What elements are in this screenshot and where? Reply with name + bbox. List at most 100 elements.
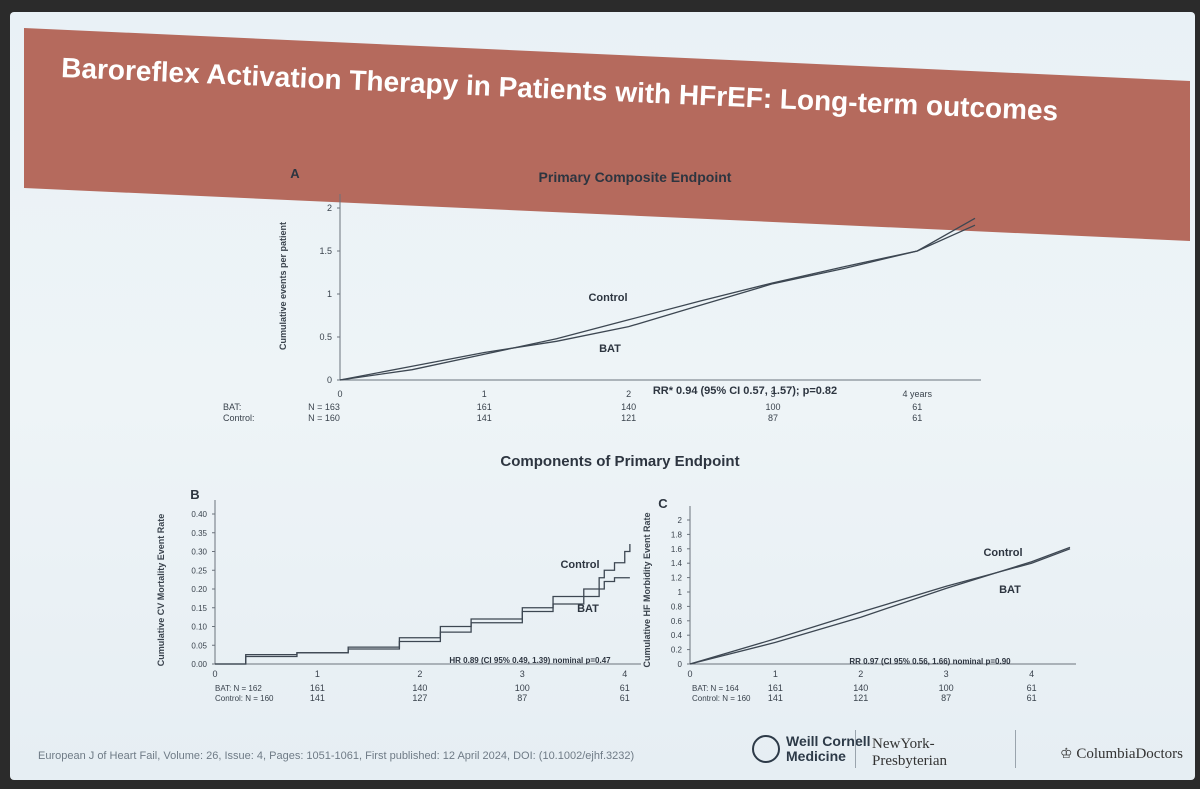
nyp-line2: Presbyterian [872,753,947,769]
risk-table-value: 140 [412,683,427,693]
panel-letter: C [658,496,668,511]
risk-table-value: 127 [412,693,427,703]
risk-table-value: 141 [477,413,492,423]
wcm-seal-icon [752,735,780,763]
charts-canvas: A Primary Composite Endpoint Cumulative ev… [156,166,1076,703]
wcm-name-line1: Weill Cornell [786,733,871,749]
x-tick-label: 0 [687,669,692,679]
x-tick-label: 4 years [903,389,933,399]
y-tick-label: 0.40 [191,510,207,519]
series-line-bat [689,546,1071,665]
risk-table-label: Control: N = 160 [692,694,751,703]
risk-table-value: 100 [939,683,954,693]
components-heading: Components of Primary Endpoint [500,453,739,470]
x-tick-label: 0 [212,669,217,679]
risk-table-value: 121 [853,693,868,703]
hazard-ratio-annotation: HR 0.89 (CI 95% 0.49, 1.39) nominal p=0.… [449,656,611,665]
series-line-bat [215,577,630,665]
y-tick-label: 0.05 [191,641,207,650]
x-tick-label: 3 [770,389,775,399]
y-tick-label: 0 [678,660,683,669]
y-tick-label: 0.30 [191,548,207,557]
risk-table-n: N = 163 [308,402,340,412]
x-tick-label: 2 [858,669,863,679]
risk-table-value: 61 [912,413,922,423]
series-label-control: Control [588,292,627,304]
crown-icon: ♔ [1060,747,1073,762]
series-line-bat [339,217,976,381]
y-tick-label: 1 [327,289,332,299]
series-line-control [339,224,976,381]
y-tick-label: 0.15 [191,604,207,613]
risk-table-value: 121 [621,413,636,423]
citation: European J of Heart Fail, Volume: 26, Is… [38,750,635,762]
columbia-doctors-logo: ♔ ColumbiaDoctors [1060,746,1183,763]
risk-table-label: BAT: N = 164 [692,684,739,693]
y-tick-label: 0 [327,375,332,385]
risk-table-value: 87 [517,693,527,703]
x-tick-label: 3 [944,669,949,679]
risk-table-value: 161 [477,402,492,412]
risk-table-value: 141 [310,693,325,703]
risk-table-value: 61 [1027,683,1037,693]
risk-table-value: 141 [768,693,783,703]
x-tick-label: 2 [626,389,631,399]
y-tick-label: 0.20 [191,585,207,594]
x-tick-label: 1 [482,389,487,399]
y-axis-label: Cumulative events per patient [278,222,288,350]
y-tick-label: 0.00 [191,660,207,669]
weill-cornell-logo: Weill Cornell Medicine [752,734,871,764]
risk-table-label: BAT: N = 162 [215,684,262,693]
risk-table-value: 140 [621,402,636,412]
series-label-control: Control [983,547,1022,559]
panel-letter: B [190,487,199,502]
risk-table-value: 87 [941,693,951,703]
risk-table-value: 87 [768,413,778,423]
risk-table-label: Control: N = 160 [215,694,274,703]
y-tick-label: 1.2 [671,574,683,583]
risk-table-value: 161 [310,683,325,693]
chart-panel-c: C Cumulative HF Morbidity Event Rate 0 0.2 0… [642,496,1076,703]
y-tick-label: 2 [678,516,683,525]
slide: Baroreflex Activation Therapy in Patient… [10,12,1195,780]
y-tick-label: 1 [678,588,683,597]
x-tick-label: 0 [337,389,342,399]
x-tick-label: 1 [773,669,778,679]
y-tick-label: 1.8 [671,530,683,539]
x-tick-label: 4 [1029,669,1034,679]
series-label-bat: BAT [577,603,599,615]
series-label-bat: BAT [599,343,621,355]
y-tick-label: 0.8 [671,602,683,611]
hazard-ratio-annotation: RR* 0.94 (95% CI 0.57, 1.57); p=0.82 [653,385,837,397]
series-line-control [689,548,1071,665]
y-axis-label: Cumulative CV Mortality Event Rate [156,514,166,667]
newyork-presbyterian-logo: NewYork- Presbyterian [872,736,947,770]
hazard-ratio-annotation: RR 0.97 (CI 95% 0.56, 1.66) nominal p=0.… [849,657,1011,666]
y-tick-label: 0.4 [671,631,683,640]
x-tick-label: 2 [417,669,422,679]
cd-name: ColumbiaDoctors [1076,746,1183,762]
y-tick-label: 1.6 [671,545,683,554]
y-tick-label: 2 [327,203,332,213]
risk-table-value: 61 [620,693,630,703]
chart-panel-a: A Primary Composite Endpoint Cumulative ev… [223,166,981,423]
risk-table-value: 100 [515,683,530,693]
y-tick-label: 0.5 [319,332,332,342]
logo-divider [1015,730,1016,768]
y-axis-label: Cumulative HF Morbidity Event Rate [642,512,652,667]
chart-panel-b: B Cumulative CV Mortality Event Rate 0.00 0… [156,487,641,703]
x-tick-label: 4 [622,669,627,679]
chart-title: Primary Composite Endpoint [539,169,732,185]
x-tick-label: 1 [315,669,320,679]
risk-table-value: 140 [853,683,868,693]
nyp-line1: NewYork- [872,736,935,752]
y-tick-label: 0.35 [191,529,207,538]
risk-table-n: N = 160 [308,413,340,423]
risk-table-value: 100 [765,402,780,412]
wcm-name-line2: Medicine [786,748,846,764]
risk-table-label: BAT: [223,402,241,412]
x-tick-label: 3 [520,669,525,679]
y-tick-label: 1.5 [319,246,332,256]
risk-table-value: 61 [620,683,630,693]
series-label-control: Control [560,559,599,571]
